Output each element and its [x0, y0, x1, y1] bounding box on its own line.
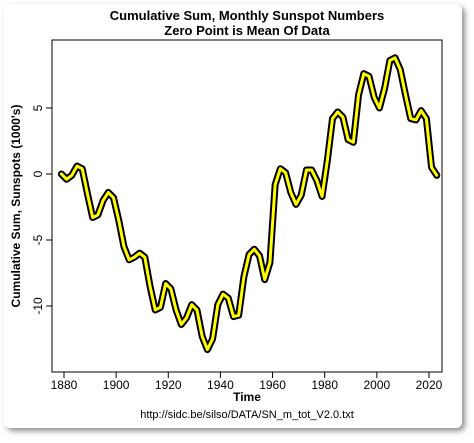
- y-tick-label: 5: [31, 104, 45, 111]
- y-axis-label: Cumulative Sum, Sunspots (1000's): [9, 105, 23, 308]
- chart-title: Cumulative Sum, Monthly Sunspot Numbers: [110, 8, 384, 23]
- x-tick-label: 1880: [51, 378, 78, 392]
- x-tick-label: 1920: [155, 378, 182, 392]
- y-tick-label: 0: [31, 170, 45, 177]
- y-tick-label: -5: [31, 234, 45, 245]
- plot-frame: [51, 39, 443, 373]
- card: [4, 4, 462, 428]
- x-tick-label: 1960: [259, 378, 286, 392]
- line: [59, 56, 439, 352]
- x-tick-label: 2020: [416, 378, 443, 392]
- x-axis-label: Time: [233, 390, 261, 404]
- x-tick-label: 1900: [103, 378, 130, 392]
- x-tick-label: 1980: [311, 378, 338, 392]
- x-tick-label: 2000: [363, 378, 390, 392]
- chart-subtitle: Zero Point is Mean Of Data: [164, 23, 330, 38]
- y-tick-label: -10: [31, 297, 45, 315]
- caption: http://sidc.be/silso/DATA/SN_m_tot_V2.0.…: [140, 409, 354, 421]
- x-tick-label: 1940: [207, 378, 234, 392]
